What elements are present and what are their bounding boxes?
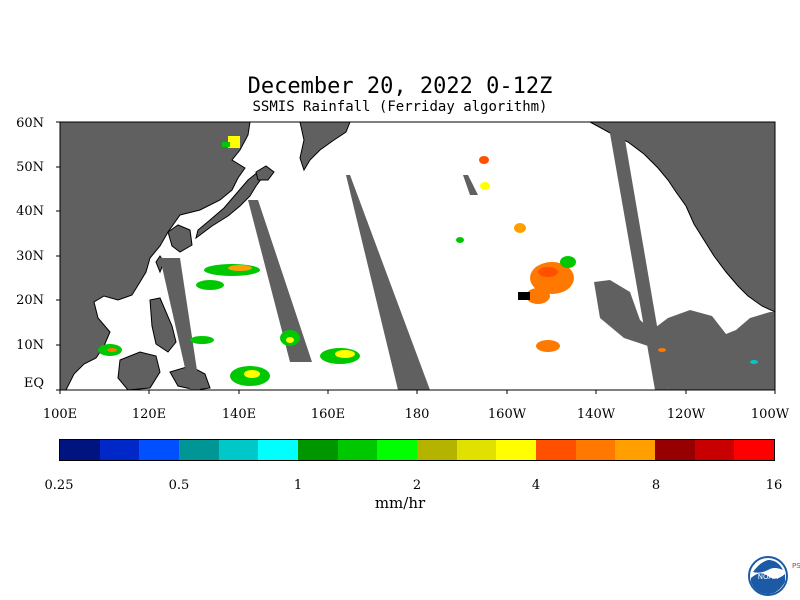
- lat-label-30n: 30N: [16, 249, 44, 264]
- colorbar-swatch-10: [456, 440, 497, 460]
- page-subtitle: SSMIS Rainfall (Ferriday algorithm): [252, 99, 548, 115]
- swath-gap-6: [594, 280, 775, 390]
- lon-label-120e: 120E: [131, 407, 167, 422]
- colorbar-swatch-2: [139, 440, 180, 460]
- lon-label-180: 180: [404, 407, 430, 422]
- colorbar-tick-4: 4: [531, 478, 541, 493]
- colorbar-tick-3: 2: [412, 478, 422, 493]
- colorbar-swatch-13: [575, 440, 616, 460]
- noaa-logo-text: NOAA: [758, 573, 779, 581]
- noaa-logo-icon: NOAA: [748, 556, 788, 596]
- colorbar-tick-2: 1: [293, 478, 303, 493]
- colorbar-tick-5: 8: [651, 478, 661, 493]
- lat-label-10n: 10N: [16, 338, 44, 353]
- colorbar-swatch-0: [60, 440, 100, 460]
- colorbar-swatch-14: [615, 440, 656, 460]
- colorbar-swatch-15: [655, 440, 695, 460]
- swath-gap-4: [463, 175, 478, 195]
- lon-label-160w: 160W: [487, 407, 527, 422]
- land-kamchatka: [299, 121, 351, 172]
- lon-label-100w: 100W: [750, 407, 790, 422]
- colorbar-tick-1: 0.5: [168, 478, 190, 493]
- colorbar-swatch-11: [496, 440, 537, 460]
- rain-patches: [98, 136, 758, 386]
- colorbar-swatch-8: [377, 440, 418, 460]
- colorbar-swatch-17: [734, 440, 775, 460]
- colorbar-swatch-3: [179, 440, 219, 460]
- land-philippines: [149, 297, 177, 353]
- land-borneo: [117, 351, 161, 391]
- colorbar-swatch-12: [536, 440, 576, 460]
- land-north-america: [589, 121, 776, 313]
- lon-label-140w: 140W: [576, 407, 616, 422]
- colorbar: [59, 439, 775, 461]
- colorbar-swatch-1: [99, 440, 140, 460]
- lat-label-50n: 50N: [16, 160, 44, 175]
- colorbar-swatch-16: [694, 440, 735, 460]
- psl-logo-text: PSL: [792, 562, 800, 570]
- colorbar-swatch-4: [218, 440, 259, 460]
- lat-label-eq: EQ: [23, 376, 44, 391]
- colorbar-units: mm/hr: [374, 494, 426, 512]
- land-korea: [167, 224, 193, 253]
- lat-label-20n: 20N: [16, 293, 44, 308]
- swath-gap-5: [608, 122, 668, 390]
- lon-label-120w: 120W: [666, 407, 706, 422]
- lon-label-160e: 160E: [310, 407, 346, 422]
- lon-label-140e: 140E: [221, 407, 257, 422]
- colorbar-swatch-5: [258, 440, 299, 460]
- colorbar-swatch-9: [417, 440, 457, 460]
- land-hokkaido: [255, 165, 275, 181]
- page-title: December 20, 2022 0-12Z: [247, 74, 553, 99]
- lat-label-40n: 40N: [16, 204, 44, 219]
- lat-label-60n: 60N: [16, 116, 44, 131]
- colorbar-swatch-6: [298, 440, 338, 460]
- colorbar-swatch-7: [337, 440, 378, 460]
- colorbar-tick-6: 16: [765, 478, 783, 493]
- axis-ticks: [56, 121, 776, 394]
- land-asia: [59, 121, 251, 391]
- swath-gap-3: [346, 175, 430, 390]
- colorbar-tick-0: 0.25: [44, 478, 74, 493]
- swath-gap-2: [248, 200, 312, 362]
- lon-label-100e: 100E: [42, 407, 78, 422]
- swath-gap-1: [160, 258, 200, 390]
